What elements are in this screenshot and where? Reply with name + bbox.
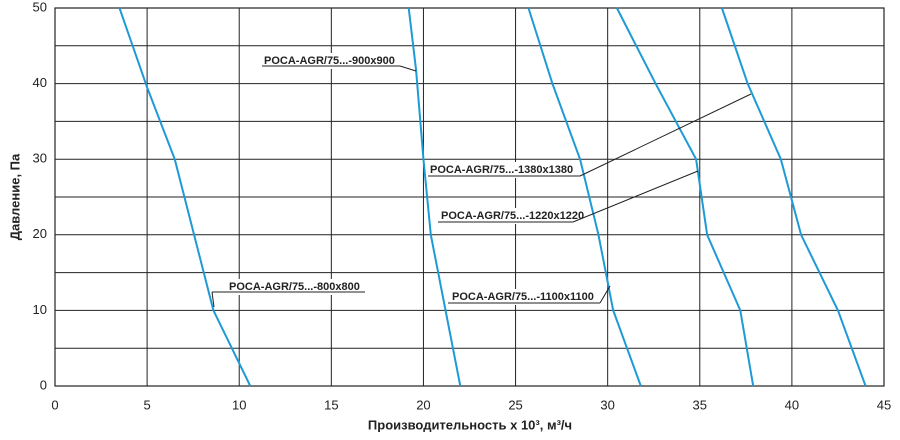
leader-line — [211, 291, 215, 308]
annotation-bg — [448, 289, 600, 305]
x-tick-label: 35 — [693, 397, 707, 412]
leader-line — [399, 65, 417, 72]
annotation: POCA-AGR/75...-1380x1380 — [430, 164, 573, 176]
y-axis-label: Давление, Па — [7, 153, 22, 240]
y-tick-label: 0 — [40, 377, 47, 392]
x-tick-label: 30 — [600, 397, 614, 412]
annotation: POCA-AGR/75...-800x800 — [229, 281, 360, 293]
y-tick-label: 50 — [33, 0, 47, 14]
x-tick-label: 45 — [877, 397, 891, 412]
x-tick-label: 20 — [416, 397, 430, 412]
y-tick-label: 40 — [33, 75, 47, 90]
annotation-bg — [262, 53, 400, 69]
leader-line — [579, 93, 752, 177]
line-series — [118, 7, 252, 387]
line-series — [720, 7, 867, 387]
x-tick-label: 15 — [324, 397, 338, 412]
x-tick-label: 5 — [143, 397, 150, 412]
leader-line — [599, 285, 611, 304]
annotation: POCA-AGR/75...-1220x1220 — [441, 210, 584, 222]
annotation-bg — [212, 279, 365, 295]
annotation: POCA-AGR/75...-900x900 — [264, 55, 395, 67]
annotation: POCA-AGR/75...-1100x1100 — [452, 291, 594, 303]
x-tick-label: 0 — [51, 397, 58, 412]
x-tick-label: 25 — [508, 397, 522, 412]
leader-line — [572, 170, 699, 223]
annotation-bg — [438, 208, 573, 224]
y-tick-label: 30 — [33, 151, 47, 166]
y-tick-label: 10 — [33, 302, 47, 317]
line-series — [615, 7, 755, 387]
line-series — [527, 7, 642, 387]
x-tick-label: 40 — [785, 397, 799, 412]
y-tick-label: 20 — [33, 226, 47, 241]
annotation-bg — [428, 162, 580, 178]
x-tick-label: 10 — [232, 397, 246, 412]
x-axis-label: Производительность x 10³, м³/ч — [368, 417, 572, 432]
line-series — [407, 7, 462, 387]
